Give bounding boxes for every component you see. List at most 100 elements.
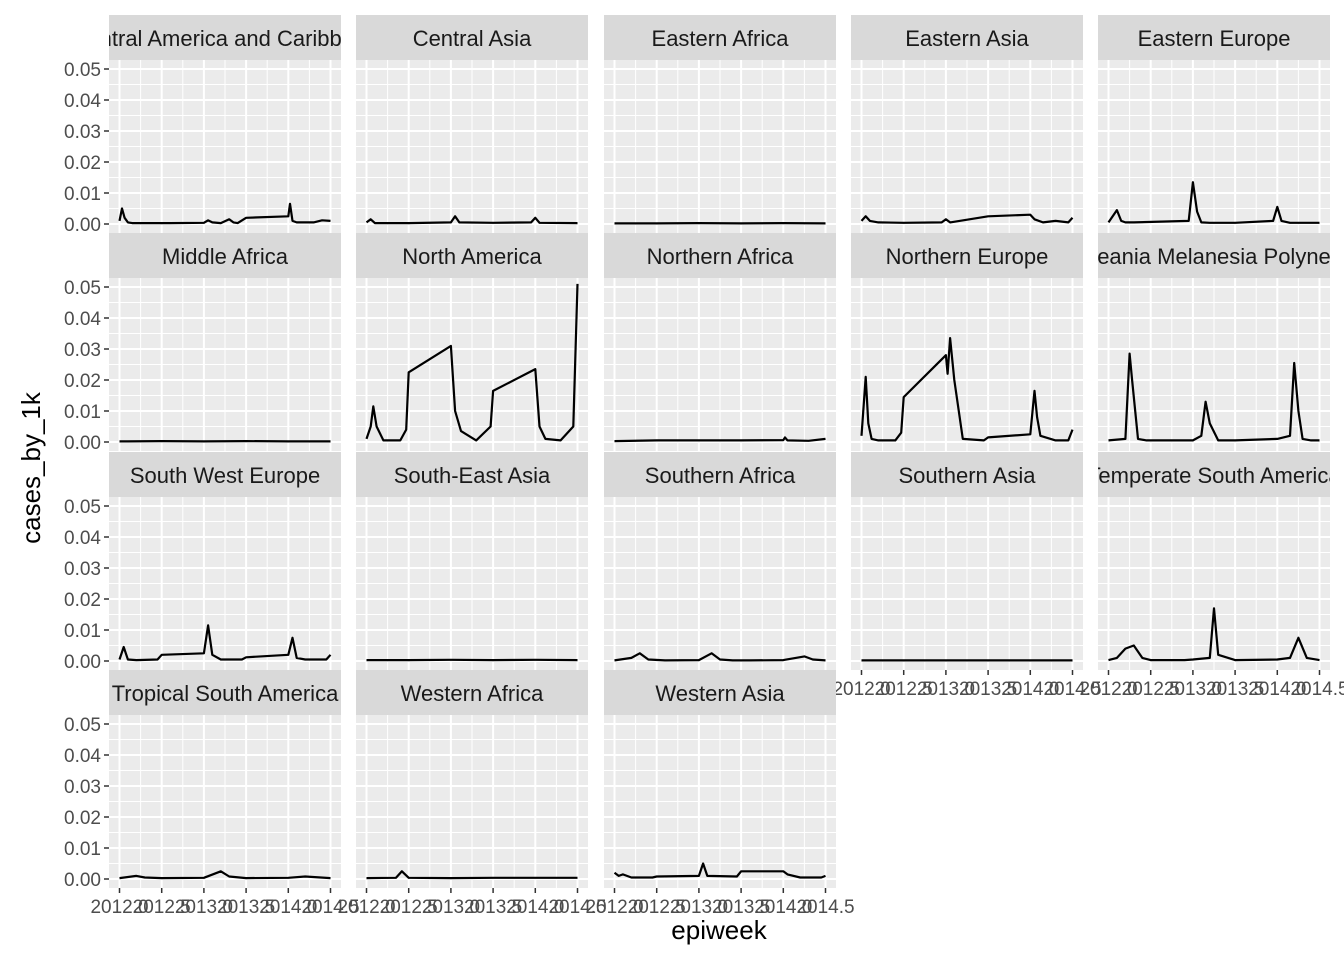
x-tick-label: 2014.5 [548,897,606,918]
y-tick-label: 0.04 [64,528,101,549]
y-tick-label: 0.03 [64,122,101,143]
series-line [118,624,332,662]
facet-panel: Northern Africa [604,233,836,451]
series-line [614,652,826,662]
series-line [860,213,1074,224]
facet-panel: Western Asia2012.02012.52013.02013.52014… [585,670,855,918]
facet-strip [604,15,836,60]
y-tick-label: 0.00 [64,870,101,891]
facet-strip [851,452,1083,497]
x-axis-title: epiweek [671,915,767,945]
x-tick-label: 2014.5 [301,897,359,918]
y-tick-label: 0.03 [64,777,101,798]
facet-strip-label: Oceania Melanesia Polynesia [1069,244,1344,269]
series-line [365,215,578,225]
facet-panel: Central America and Caribbean 0.00 0.01 0.0… [64,15,379,236]
y-axis-title: cases_by_1k [16,391,46,544]
series-line [366,870,578,880]
facet-strip-label: Northern Europe [886,244,1049,269]
y-tick-label: 0.05 [64,497,101,518]
y-tick-label: 0.02 [64,153,101,174]
x-tick-label: 2014.5 [796,897,854,918]
y-tick-label: 0.04 [64,91,101,112]
y-tick-label: 0.01 [64,402,101,423]
facet-strip-label: South-East Asia [394,463,551,488]
facet-strip-label: Temperate South America [1087,463,1341,488]
x-tick-label: 2014.0 [1001,679,1059,700]
facet-strip-label: Southern Africa [645,463,796,488]
series-line [1108,352,1320,442]
facet-strip-label: Tropical South America [112,681,339,706]
y-tick-label: 0.03 [64,559,101,580]
facet-strip [604,452,836,497]
y-tick-label: 0.01 [64,621,101,642]
x-tick-label: 2014.0 [754,897,812,918]
facet-strip [1098,452,1330,497]
y-tick-label: 0.02 [64,808,101,829]
y-tick-label: 0.05 [64,715,101,736]
facet-strip [1098,233,1330,278]
facet-strip [356,670,588,715]
facet-strip-label: Eastern Europe [1138,26,1291,51]
facet-strip [109,452,341,497]
facet-panel: Southern Africa [604,452,836,670]
x-tick-label: 2012.5 [1122,679,1180,700]
x-tick-label: 2013.0 [175,897,233,918]
x-tick-label: 2013.5 [464,897,522,918]
facet-panel: Middle Africa 0.00 0.01 0.02 0.03 0.04 0.05 [64,233,341,454]
facet-strip-label: Middle Africa [162,244,289,269]
facet-panel: Eastern Asia [851,15,1083,233]
facet-strip [356,15,588,60]
series-line [119,870,331,880]
facet-strip-label: Western Asia [655,681,785,706]
facet-strip-label: Eastern Asia [905,26,1029,51]
facet-panel: South-East Asia [356,452,588,670]
x-tick-label: 2012.5 [133,897,191,918]
y-tick-label: 0.01 [64,839,101,860]
facet-strip [604,670,836,715]
facet-panel: Western Africa2012.02012.52013.02013.520… [337,670,607,918]
x-tick-label: 2013.0 [670,897,728,918]
y-tick-label: 0.02 [64,590,101,611]
facet-panel: Tropical South America 0.00 0.01 0.02 0.03 0.… [64,670,360,918]
facet-strip-label: Southern Asia [899,463,1037,488]
x-tick-label: 2012.0 [337,897,395,918]
facet-strip-label: North America [402,244,542,269]
y-tick-label: 0.04 [64,746,101,767]
x-tick-label: 2012.5 [380,897,438,918]
facet-strip [1098,15,1330,60]
facet-panels: Central America and Caribbean 0.00 0.01 0.0… [64,15,1344,918]
x-tick-label: 2012.0 [90,897,148,918]
facet-strip [109,15,341,60]
facet-panel: Eastern Europe [1098,15,1330,233]
y-tick-label: 0.03 [64,340,101,361]
x-tick-label: 2014.0 [259,897,317,918]
y-tick-label: 0.02 [64,371,101,392]
x-tick-label: 2014.0 [506,897,564,918]
series-line [860,337,1074,442]
facet-strip-label: Central America and Caribbean [72,26,379,51]
series-line [1108,607,1320,662]
series-line [365,283,579,442]
facet-panel: Southern Asia2012.02012.52013.02013.5201… [832,452,1102,700]
facet-strip-label: Central Asia [413,26,532,51]
facet-strip [109,233,341,278]
x-tick-label: 2013.0 [422,897,480,918]
facet-strip-label: South West Europe [130,463,320,488]
y-tick-label: 0.01 [64,184,101,205]
facet-panel: North America [356,233,588,451]
facet-panel: Temperate South America2012.02012.52013.… [1079,452,1344,700]
y-tick-label: 0.00 [64,652,101,673]
facet-panel: Eastern Africa [604,15,836,233]
x-tick-label: 2012.5 [875,679,933,700]
x-tick-label: 2012.0 [1079,679,1137,700]
series-line [614,436,826,443]
facet-panel: Northern Europe [851,233,1083,451]
facet-strip [851,15,1083,60]
x-tick-label: 2012.0 [585,897,643,918]
facet-panel: South West Europe 0.00 0.01 0.02 0.03 0.04 0.0… [64,452,341,673]
facet-strip [356,452,588,497]
y-tick-label: 0.00 [64,215,101,236]
x-tick-label: 2014.0 [1248,679,1306,700]
